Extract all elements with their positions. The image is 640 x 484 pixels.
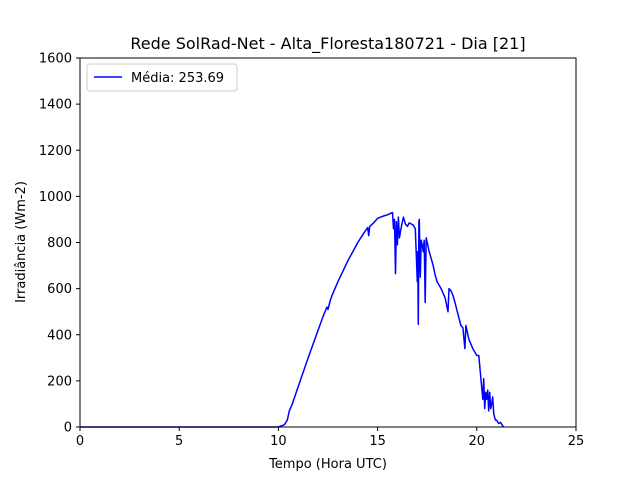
y-axis-label: Irradiância (Wm-2) [14, 181, 29, 303]
y-tick-label: 1200 [39, 144, 72, 159]
y-tick-label: 200 [47, 374, 72, 389]
y-tick-label: 400 [47, 328, 72, 343]
y-tick-label: 800 [47, 236, 72, 251]
y-tick-label: 1400 [39, 98, 72, 113]
plot-frame [79, 57, 577, 428]
x-tick-label: 25 [568, 434, 585, 449]
y-tick-label: 1600 [39, 52, 72, 67]
x-tick-label: 20 [469, 434, 486, 449]
legend: Média: 253.69 [86, 63, 238, 92]
y-tick-label: 600 [47, 282, 72, 297]
y-tick-label: 1000 [39, 190, 72, 205]
series-line-media [80, 211, 505, 428]
legend-label: Média: 253.69 [131, 71, 224, 86]
x-tick-label: 10 [270, 434, 287, 449]
x-axis-ticks: 0 5 10 15 20 25 [76, 427, 584, 449]
y-axis-ticks: 0 200 400 600 800 1000 1200 1400 1600 [39, 52, 80, 436]
legend-box [86, 63, 238, 92]
x-tick-label: 5 [175, 434, 183, 449]
x-tick-label: 15 [369, 434, 386, 449]
chart-title: Rede SolRad-Net - Alta_Floresta180721 - … [130, 34, 525, 54]
y-tick-label: 0 [64, 421, 72, 436]
x-tick-label: 0 [76, 434, 84, 449]
x-axis-label: Tempo (Hora UTC) [268, 457, 387, 472]
